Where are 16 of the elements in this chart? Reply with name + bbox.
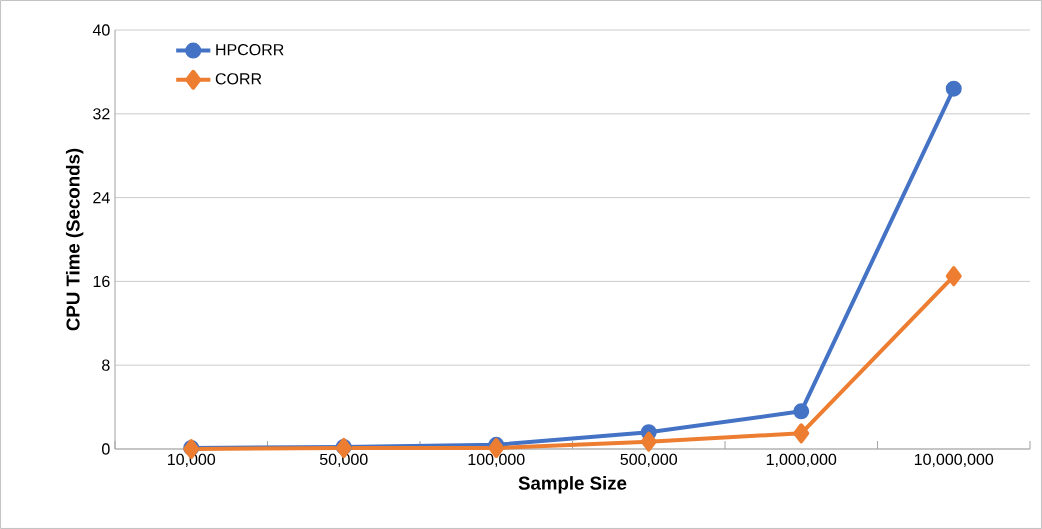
x-axis-title: Sample Size [518, 476, 627, 494]
y-tick-label: 8 [102, 359, 110, 371]
x-tick-label: 500,000 [620, 453, 678, 467]
x-tick-label: 50,000 [319, 453, 368, 467]
x-tick-label: 1,000,000 [766, 453, 837, 467]
x-tick-label: 10,000 [168, 453, 216, 467]
y-axis-title: CPU Time (Seconds) [65, 148, 84, 331]
y-tick-label: 16 [93, 275, 110, 288]
y-tick-label: 0 [102, 443, 110, 455]
y-tick-label: 32 [93, 108, 110, 120]
legend-label: HPCORR [216, 43, 284, 56]
legend-label: CORR [215, 73, 262, 85]
y-tick-label: 24 [93, 192, 110, 204]
x-tick-label: 100,000 [468, 453, 525, 467]
y-tick-label: 40 [92, 24, 110, 36]
x-tick-label: 10,000,000 [914, 453, 994, 467]
